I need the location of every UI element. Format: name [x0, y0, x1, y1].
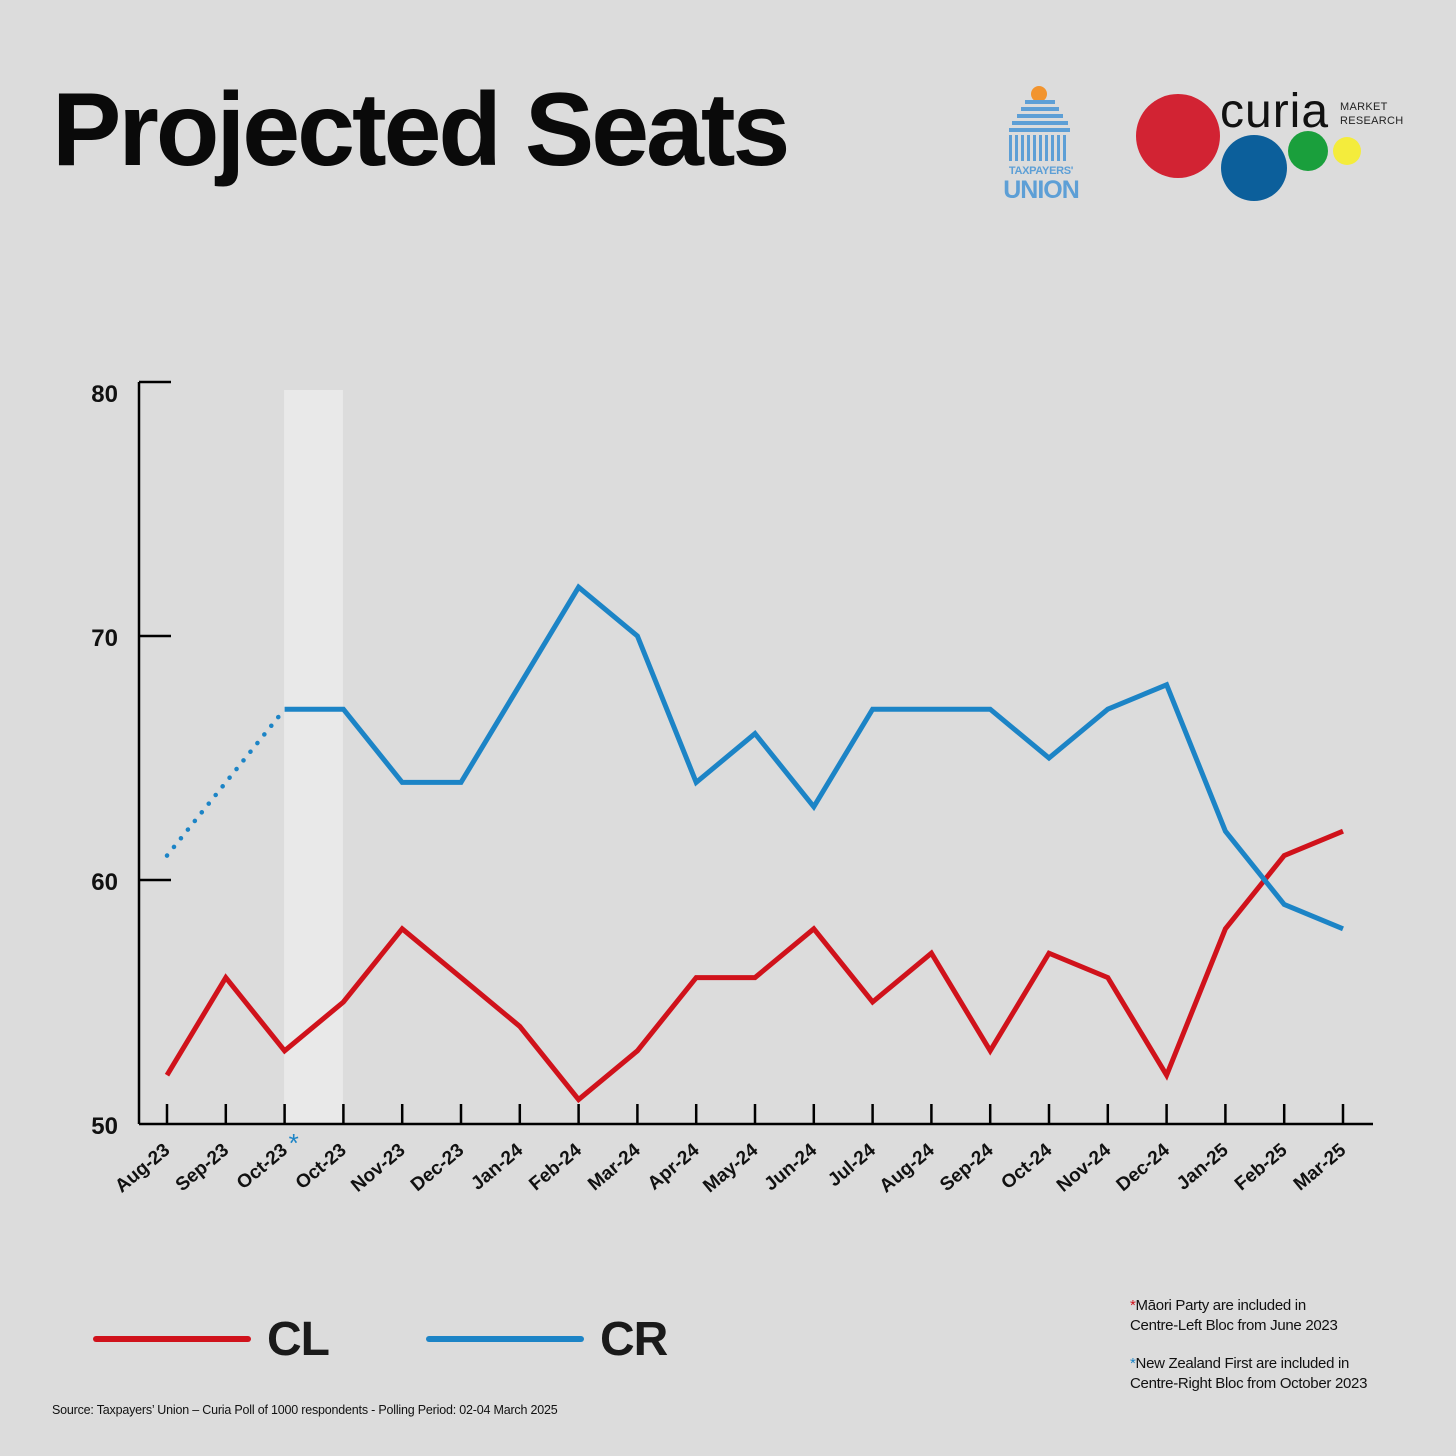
- x-tick-label: Jan-24: [467, 1139, 527, 1194]
- y-tick-label: 60: [91, 869, 118, 896]
- highlight-band-layer: [284, 390, 343, 1124]
- footnote-asterisk-blue: *: [1130, 1355, 1136, 1372]
- legend-label-cr: CR: [600, 1313, 668, 1366]
- x-tick-label: Jan-25: [1173, 1139, 1233, 1194]
- x-tick-label: Apr-24: [644, 1139, 704, 1194]
- x-tick-label: Oct-23: [233, 1140, 292, 1194]
- footnotes: *Māori Party are included in Centre-Left…: [1130, 1296, 1367, 1412]
- x-tick-label: Oct-23: [292, 1140, 351, 1194]
- highlight-band: [284, 390, 343, 1124]
- x-tick-label: Dec-24: [1113, 1139, 1175, 1195]
- taxpayers-union-logo: TAXPAYERS' UNION: [998, 80, 1080, 204]
- curia-subtitle: MARKET RESEARCH: [1340, 100, 1404, 128]
- legend-label-cl: CL: [267, 1313, 330, 1366]
- x-tick-label: Feb-25: [1231, 1139, 1292, 1195]
- series-cr-dotted-segment: [164, 706, 287, 858]
- curia-logo: [1132, 92, 1422, 204]
- page-title: Projected Seats: [52, 72, 790, 188]
- x-tick-label: Nov-23: [347, 1140, 409, 1197]
- series-layer: [164, 583, 1344, 1104]
- curia-sub-line1: MARKET: [1340, 101, 1388, 113]
- logo-area: TAXPAYERS' UNION curia MARKET RESEARCH: [990, 80, 1430, 210]
- tu-line2: UNION: [1003, 176, 1080, 204]
- curia-red-dot: [1136, 94, 1220, 178]
- x-tick-label: Dec-23: [407, 1140, 468, 1196]
- footnote-maori-line2: Centre-Left Bloc from June 2023: [1130, 1317, 1338, 1334]
- taxpayers-union-wordmark: TAXPAYERS' UNION: [998, 166, 1084, 203]
- tu-line1: TAXPAYERS': [1008, 165, 1074, 177]
- x-tick-label: Jun-24: [761, 1139, 822, 1195]
- y-tick-label: 80: [91, 381, 118, 408]
- legend-swatch-cl: [93, 1336, 251, 1342]
- parliament-beehive-icon: [1009, 86, 1071, 161]
- x-tick-label: Aug-24: [876, 1139, 939, 1197]
- series-cr-line: [284, 583, 1344, 932]
- x-tick-label: May-24: [699, 1139, 762, 1197]
- curia-wordmark: curia: [1220, 85, 1330, 138]
- x-tick-label: Mar-25: [1290, 1139, 1351, 1195]
- x-tick-label: Feb-24: [525, 1139, 586, 1195]
- y-tick-label: 50: [91, 1113, 118, 1140]
- footnote-nzfirst: *New Zealand First are included in Centr…: [1130, 1354, 1367, 1394]
- x-tick-label: Sep-23: [172, 1140, 233, 1196]
- footnote-asterisk-red: *: [1130, 1297, 1136, 1314]
- x-tick-label: Mar-24: [584, 1139, 645, 1195]
- curia-sub-line2: RESEARCH: [1340, 115, 1404, 127]
- x-tick-label: Aug-23: [111, 1140, 174, 1197]
- category-asterisk: *: [289, 1128, 299, 1158]
- x-tick-label: Sep-24: [936, 1139, 998, 1195]
- curia-green-dot: [1288, 131, 1328, 171]
- x-tick-label: Oct-24: [997, 1139, 1056, 1193]
- curia-blue-dot: [1221, 135, 1287, 201]
- x-tick-label: Nov-24: [1053, 1139, 1115, 1196]
- y-tick-label: 70: [91, 625, 118, 652]
- curia-yellow-dot: [1333, 137, 1361, 165]
- footnote-maori-line1: Māori Party are included in: [1135, 1297, 1307, 1314]
- source-note: Source: Taxpayers’ Union – Curia Poll of…: [52, 1403, 558, 1417]
- series-cl-line: [164, 828, 1344, 1104]
- footnote-nzfirst-line2: Centre-Right Bloc from October 2023: [1130, 1375, 1368, 1392]
- footnote-nzfirst-line1: New Zealand First are included in: [1135, 1355, 1350, 1372]
- footnote-maori: *Māori Party are included in Centre-Left…: [1130, 1296, 1367, 1336]
- axes: [137, 380, 1373, 1126]
- x-tick-label: Jul-24: [824, 1139, 880, 1191]
- legend-swatch-cr: [426, 1336, 584, 1342]
